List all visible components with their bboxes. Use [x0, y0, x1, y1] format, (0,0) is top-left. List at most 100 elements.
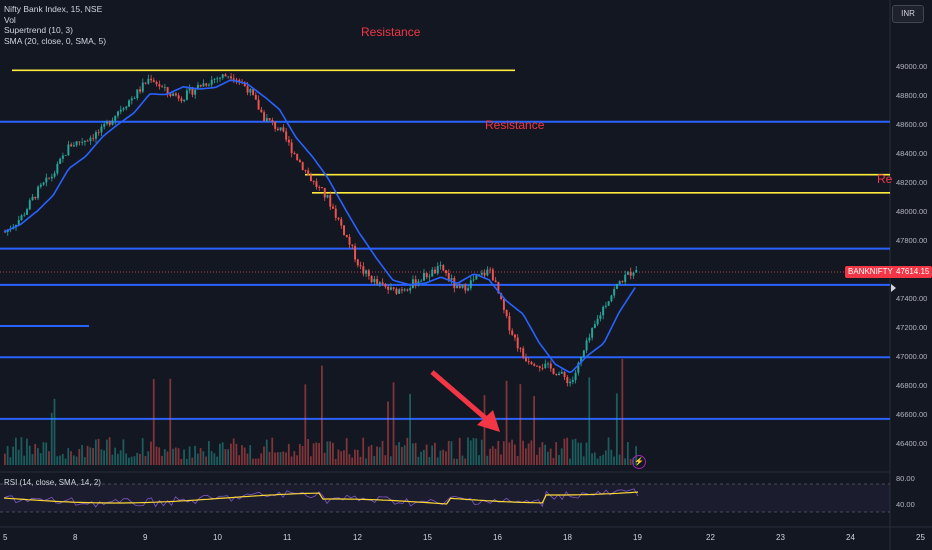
candle-body — [224, 74, 227, 77]
volume-bar — [566, 437, 569, 465]
volume-bar — [279, 452, 282, 465]
volume-bar — [128, 457, 130, 465]
candle-body — [467, 288, 470, 291]
volume-bar — [370, 444, 373, 465]
volume-indicator-label[interactable]: Vol — [4, 14, 16, 25]
rsi-indicator-label[interactable]: RSI (14, close, SMA, 14, 2) — [4, 478, 101, 487]
volume-bar — [596, 458, 599, 465]
candle-body — [172, 93, 175, 96]
volume-bar — [177, 448, 180, 465]
candle-body — [150, 78, 153, 81]
volume-bar — [425, 444, 428, 465]
volume-bar — [235, 443, 238, 465]
volume-bar — [230, 443, 232, 465]
volume-bar — [434, 442, 436, 465]
candle-body — [260, 109, 263, 113]
candle-body — [574, 372, 577, 381]
candle-body — [541, 367, 544, 369]
candle-body — [17, 220, 20, 225]
volume-bar — [169, 378, 172, 465]
resistance-label-3[interactable]: Re — [877, 172, 893, 186]
time-tick-label: 11 — [283, 533, 292, 542]
volume-bar — [249, 445, 252, 465]
volume-bar — [497, 440, 500, 465]
supertrend-indicator-label[interactable]: Supertrend (10, 3) — [4, 25, 73, 35]
volume-bar — [591, 453, 593, 465]
candle-body — [577, 362, 580, 373]
volume-bar — [577, 442, 580, 465]
volume-bar — [108, 437, 111, 465]
volume-bar — [246, 453, 249, 465]
candle-body — [221, 74, 224, 78]
volume-bar — [42, 442, 45, 465]
time-tick-label: 22 — [706, 533, 715, 542]
volume-bar — [439, 450, 442, 465]
volume-bar — [202, 451, 205, 465]
last-price-tag: 47614.15 — [893, 266, 932, 278]
volume-bar — [505, 380, 508, 465]
candle-body — [287, 139, 290, 143]
candle-body — [613, 288, 616, 296]
volume-bar — [122, 439, 125, 465]
symbol-title[interactable]: Nifty Bank Index, 15, NSE — [4, 4, 103, 14]
candle-body — [428, 276, 431, 278]
volume-bar — [180, 458, 183, 465]
candle-body — [141, 82, 144, 92]
volume-bar — [345, 438, 348, 465]
candle-body — [549, 363, 552, 369]
volume-bar — [469, 440, 472, 465]
volume-bar — [585, 442, 588, 465]
volume-bar — [414, 443, 417, 465]
candle-body — [147, 78, 150, 84]
arrow-shaft — [430, 370, 492, 424]
volume-bar — [243, 447, 246, 465]
volume-bar — [75, 456, 78, 465]
volume-bar — [555, 442, 558, 465]
volume-bar — [103, 450, 105, 465]
volume-bar — [486, 455, 489, 465]
candle-body — [252, 89, 255, 96]
volume-bar — [12, 446, 15, 465]
volume-bar — [502, 441, 505, 465]
candle-body — [293, 153, 296, 155]
volume-bar — [582, 456, 585, 465]
volume-bar — [136, 452, 139, 465]
volume-bar — [64, 458, 67, 465]
resistance-label-2[interactable]: Resistance — [485, 118, 545, 132]
candle-body — [480, 272, 483, 275]
volume-bar — [119, 450, 122, 465]
volume-bar — [37, 448, 39, 465]
candle-body — [596, 318, 599, 325]
candle-body — [263, 112, 266, 122]
volume-bar — [409, 393, 411, 465]
currency-button[interactable]: INR — [892, 5, 924, 23]
volume-bar — [378, 447, 381, 465]
candle-body — [64, 155, 67, 157]
candle-body — [450, 278, 453, 280]
lightning-icon[interactable]: ⚡ — [632, 455, 646, 469]
time-tick-label: 24 — [846, 533, 855, 542]
volume-bar — [387, 401, 389, 465]
volume-bar — [39, 453, 42, 465]
rsi-band — [0, 484, 890, 512]
candle-body — [340, 219, 343, 226]
candle-body — [144, 82, 147, 84]
volume-bar — [376, 446, 378, 465]
candle-body — [425, 273, 428, 278]
candle-body — [265, 118, 268, 122]
volume-bar — [541, 442, 544, 465]
candle-body — [213, 79, 216, 80]
volume-bar — [431, 445, 434, 465]
volume-bar — [31, 454, 34, 465]
candle-body — [39, 184, 42, 187]
price-tick-label: 46400.00 — [896, 438, 928, 448]
volume-bar — [384, 455, 387, 465]
candle-body — [585, 340, 588, 351]
resistance-label-1[interactable]: Resistance — [361, 25, 421, 39]
sma-indicator-label[interactable]: SMA (20, close, 0, SMA, 5) — [4, 35, 107, 46]
volume-bar — [238, 455, 241, 465]
volume-bar — [221, 442, 224, 465]
volume-bar — [97, 438, 100, 465]
